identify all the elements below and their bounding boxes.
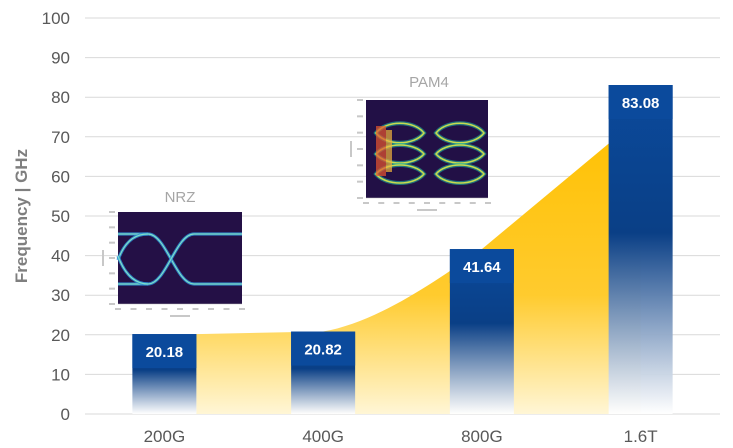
y-tick-label: 20: [51, 326, 70, 345]
value-label: 20.82: [304, 342, 342, 359]
value-label: 83.08: [622, 95, 660, 112]
bar-1.6T: [608, 85, 673, 414]
y-tick-label: 70: [51, 128, 70, 147]
value-label-bg: [291, 331, 356, 366]
chart-text: 0 10 20 30 40 50 60 70 80 90 100 20.18 200G 20.82 400G…: [42, 9, 660, 446]
x-tick-label: 200G: [144, 427, 186, 446]
pam4-eye-diagram: [350, 99, 491, 211]
bars: [132, 85, 673, 414]
x-tick-label: 400G: [302, 427, 344, 446]
y-tick-label: 100: [42, 9, 70, 28]
value-label-bg: [608, 85, 673, 120]
y-tick-label: 50: [51, 207, 70, 226]
nrz-eye-diagram: [102, 211, 245, 317]
x-tick-label: 800G: [461, 427, 503, 446]
y-tick-label: 0: [61, 405, 70, 424]
value-label-bg: [449, 249, 514, 284]
eye-diagram-insets: [102, 99, 491, 317]
x-tick-label: 1.6T: [624, 427, 658, 446]
y-axis-label: Frequency | GHz: [12, 149, 31, 283]
y-tick-label: 80: [51, 88, 70, 107]
y-tick-label: 10: [51, 365, 70, 384]
value-label: 41.64: [463, 259, 501, 276]
value-label: 20.18: [146, 344, 184, 361]
y-tick-label: 40: [51, 247, 70, 266]
value-label-bg: [132, 334, 197, 369]
inset-label-nrz: NRZ: [165, 189, 196, 206]
y-tick-label: 60: [51, 167, 70, 186]
inset-label-pam4: PAM4: [409, 74, 449, 91]
y-tick-label: 30: [51, 286, 70, 305]
y-tick-label: 90: [51, 49, 70, 68]
